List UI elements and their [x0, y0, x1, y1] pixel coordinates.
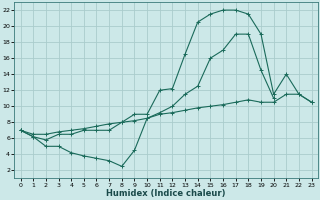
X-axis label: Humidex (Indice chaleur): Humidex (Indice chaleur): [106, 189, 226, 198]
